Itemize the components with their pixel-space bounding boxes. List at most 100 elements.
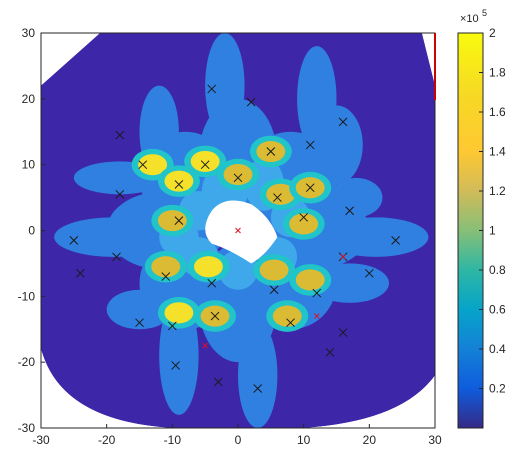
marker-black-x [200, 160, 210, 170]
marker-black-x-stroke [338, 328, 348, 337]
marker-black-x [213, 377, 223, 387]
hot-spot-core [164, 170, 194, 192]
marker-black-x-stroke [325, 347, 335, 357]
y-tick-label: -20 [18, 355, 36, 369]
marker-black-x [338, 117, 348, 127]
y-tick-label: -10 [18, 289, 36, 303]
colorbar-exponent-base: ×10 [460, 13, 479, 25]
marker-black-x [210, 311, 220, 321]
hot-spot [184, 145, 227, 178]
colorbar-tick-label: 1.8 [489, 66, 506, 80]
marker-black-x [115, 189, 125, 199]
x-tick-label: 30 [428, 433, 442, 447]
marker-black-x-stroke [338, 117, 348, 127]
marker-black-x-stroke [345, 206, 354, 216]
marker-black-x [115, 130, 125, 140]
field-lobe [238, 322, 278, 428]
x-tick-label: 0 [235, 433, 242, 447]
marker-layer [69, 84, 400, 393]
x-tick-label: -20 [98, 433, 116, 447]
marker-black-x-stroke [115, 189, 125, 199]
hot-spot [157, 165, 200, 197]
y-tick-label: -30 [18, 421, 36, 435]
colorbar-tick-label: 1.2 [489, 184, 506, 198]
marker-red-x-stroke [235, 227, 241, 234]
marker-black-x-stroke [115, 130, 125, 140]
marker-black-x [167, 321, 177, 331]
marker-black-x [112, 252, 121, 262]
marker-black-x [273, 193, 282, 202]
marker-black-x-stroke [233, 173, 243, 183]
y-tick-label: 0 [28, 224, 35, 238]
field-lobe [205, 33, 245, 139]
marker-black-x [391, 236, 400, 245]
hot-spot [144, 250, 187, 283]
hot-spot-core [151, 256, 181, 278]
marker-black-x [76, 268, 85, 278]
hot-spot-core [289, 213, 319, 235]
x-tick-label: -10 [164, 433, 182, 447]
colorbar-tick-label: 0.8 [489, 263, 506, 277]
colorbar-tick-label: 2 [489, 26, 496, 40]
hot-spot-core [259, 259, 289, 281]
marker-black-x-stroke [76, 268, 85, 278]
hot-spot [253, 254, 296, 286]
colorbar-tick-label: 0.2 [489, 382, 506, 396]
marker-black-x-stroke [174, 180, 184, 189]
marker-black-x-stroke [174, 216, 184, 225]
hot-spot-core [164, 302, 194, 324]
marker-black-x [305, 140, 315, 150]
corner-gap [303, 375, 435, 428]
marker-red-x [340, 253, 346, 260]
hot-spot [282, 208, 325, 240]
y-tick-label: 30 [22, 26, 36, 40]
marker-black-x-stroke [135, 318, 144, 328]
colorbar-ticks: 2 1.8 1.6 1.4 1.2 1 0.8 0.6 0.4 0.2 [479, 26, 506, 396]
colorbar-exponent-power: 5 [482, 8, 487, 18]
hot-spot-core [223, 164, 253, 186]
marker-black-x [233, 173, 243, 183]
marker-black-x-stroke [112, 252, 121, 262]
hot-spot [187, 250, 230, 283]
marker-black-x [174, 216, 184, 225]
marker-red-x-stroke [340, 253, 346, 260]
y-axis: 30 20 10 0 -10 -20 -30 [18, 26, 45, 435]
field-lobe [54, 217, 173, 257]
marker-black-x-stroke [200, 160, 210, 170]
marker-black-x [174, 180, 184, 189]
marker-black-x [135, 318, 144, 328]
colorbar-gradient [457, 32, 484, 429]
marker-black-x [266, 147, 276, 156]
hot-spot-core [157, 210, 187, 232]
marker-black-x [345, 206, 354, 216]
x-tick-label: 20 [363, 433, 377, 447]
marker-black-x [207, 84, 217, 94]
hot-spot-core [138, 154, 168, 176]
marker-black-x-stroke [213, 377, 223, 387]
marker-black-x-stroke [286, 318, 295, 328]
marker-black-x [246, 97, 256, 107]
marker-black-x-stroke [312, 288, 322, 298]
marker-black-x-stroke [167, 321, 177, 331]
y-tick-label: 20 [22, 92, 36, 106]
marker-black-x-stroke [161, 272, 171, 281]
y-tick-label: 10 [22, 158, 36, 172]
x-tick-label: -30 [32, 433, 50, 447]
marker-red-x [313, 313, 320, 319]
colorbar-tick-label: 1.6 [489, 105, 506, 119]
marker-black-x-stroke [364, 268, 374, 278]
hot-spot [289, 264, 332, 296]
marker-black-x-stroke [391, 236, 400, 245]
corner-gap [41, 349, 173, 428]
colorbar-tick-label: 1.4 [489, 145, 506, 159]
field-lobe [106, 289, 173, 330]
marker-black-x [325, 347, 335, 357]
marker-black-x [364, 268, 374, 278]
x-axis: -30 -20 -10 0 10 20 30 [32, 424, 442, 447]
marker-black-x-stroke [253, 384, 263, 393]
marker-black-x-stroke [266, 147, 276, 156]
colorbar-tick-label: 0.4 [489, 342, 506, 356]
marker-red-x [202, 342, 209, 349]
marker-black-x [286, 318, 295, 328]
